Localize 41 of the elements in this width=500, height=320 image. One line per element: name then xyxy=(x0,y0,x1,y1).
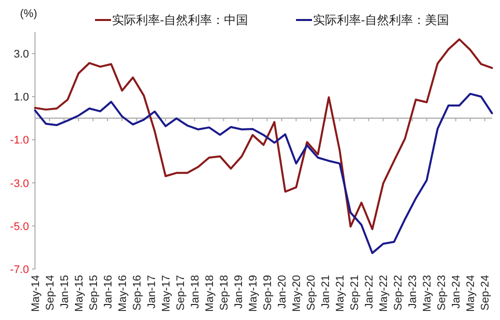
x-tick-label: Jan-15 xyxy=(59,275,72,309)
legend-label: 实际利率-自然利率：美国 xyxy=(313,13,449,27)
x-tick-label: May-20 xyxy=(291,275,304,312)
x-tick-label: Jan-19 xyxy=(233,275,246,309)
y-axis-title: (%) xyxy=(20,8,38,20)
y-tick-label: 3.0 xyxy=(14,48,29,61)
x-tick-label: Sep-20 xyxy=(306,275,318,310)
y-tick-label: -3.0 xyxy=(10,178,29,190)
y-tick-label: -5.0 xyxy=(10,220,29,233)
y-tick-label: -7.0 xyxy=(10,264,29,276)
x-tick-label: May-22 xyxy=(378,275,390,312)
x-tick-label: Jan-20 xyxy=(276,275,289,309)
x-tick-label: May-19 xyxy=(248,275,260,312)
y-tick-label: -1.0 xyxy=(10,134,29,147)
x-tick-label: May-16 xyxy=(117,275,130,312)
x-tick-label: Sep-19 xyxy=(262,275,274,310)
x-tick-label: Jan-23 xyxy=(407,275,420,309)
y-tick-label: 1.0 xyxy=(14,92,29,104)
x-tick-label: May-15 xyxy=(74,275,86,312)
x-tick-label: Sep-15 xyxy=(88,275,100,310)
x-tick-label: Sep-14 xyxy=(44,275,57,310)
x-tick-label: Jan-17 xyxy=(146,275,158,309)
x-tick-label: Sep-24 xyxy=(480,275,492,310)
x-tick-label: Jan-22 xyxy=(364,275,376,309)
x-tick-label: Jan-24 xyxy=(450,275,463,309)
x-tick-label: Sep-16 xyxy=(132,275,144,310)
x-tick-label: May-21 xyxy=(334,275,347,312)
x-tick-label: Sep-23 xyxy=(436,275,448,310)
x-tick-label: Jan-16 xyxy=(102,275,115,309)
x-tick-label: Sep-17 xyxy=(175,275,188,310)
x-tick-label: Sep-18 xyxy=(218,275,231,310)
x-tick-label: May-17 xyxy=(160,275,173,312)
x-tick-label: Sep-22 xyxy=(392,275,405,310)
x-tick-label: Sep-21 xyxy=(349,275,362,310)
x-tick-label: Jan-21 xyxy=(320,275,332,309)
legend-label: 实际利率-自然利率：中国 xyxy=(112,13,248,27)
x-tick-label: May-14 xyxy=(30,275,42,312)
x-tick-label: May-18 xyxy=(204,275,216,312)
x-tick-label: May-24 xyxy=(465,275,478,312)
x-tick-label: Jan-18 xyxy=(190,275,202,309)
x-tick-label: May-23 xyxy=(422,275,434,312)
